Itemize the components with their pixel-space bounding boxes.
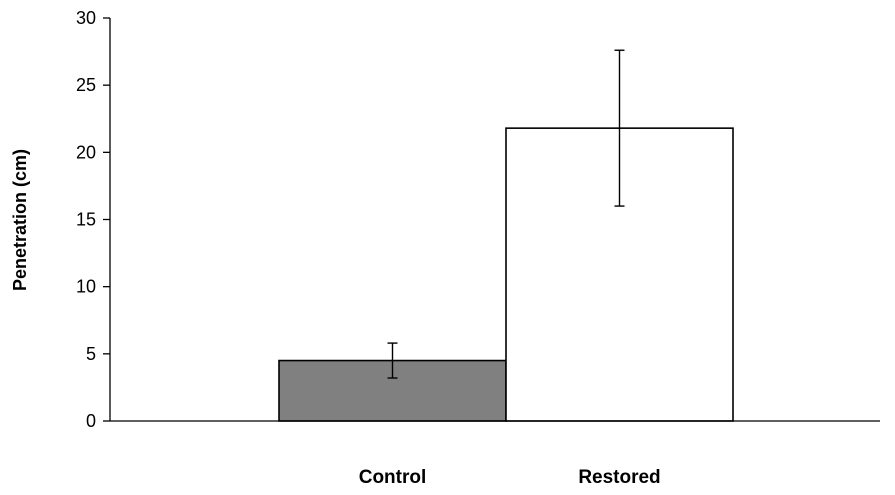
- y-tick-label: 5: [86, 344, 96, 364]
- y-tick-label: 30: [76, 8, 96, 28]
- y-tick-label: 20: [76, 142, 96, 162]
- y-tick-label: 0: [86, 411, 96, 431]
- error-bar-control: [387, 342, 398, 379]
- bars-layer: [278, 127, 734, 422]
- error-bars-layer: [387, 49, 625, 379]
- y-tick-label: 15: [76, 210, 96, 230]
- error-bar-restored: [614, 49, 625, 207]
- y-ticks-layer: 0 5 10 15 20 25 30: [76, 8, 110, 431]
- y-tick-label: 10: [76, 277, 96, 297]
- y-tick-label: 25: [76, 75, 96, 95]
- x-category-label: Control: [359, 467, 427, 488]
- x-labels-layer: Control Restored: [359, 467, 661, 488]
- x-category-label: Restored: [578, 467, 660, 488]
- y-axis-title: Penetration (cm): [10, 149, 30, 291]
